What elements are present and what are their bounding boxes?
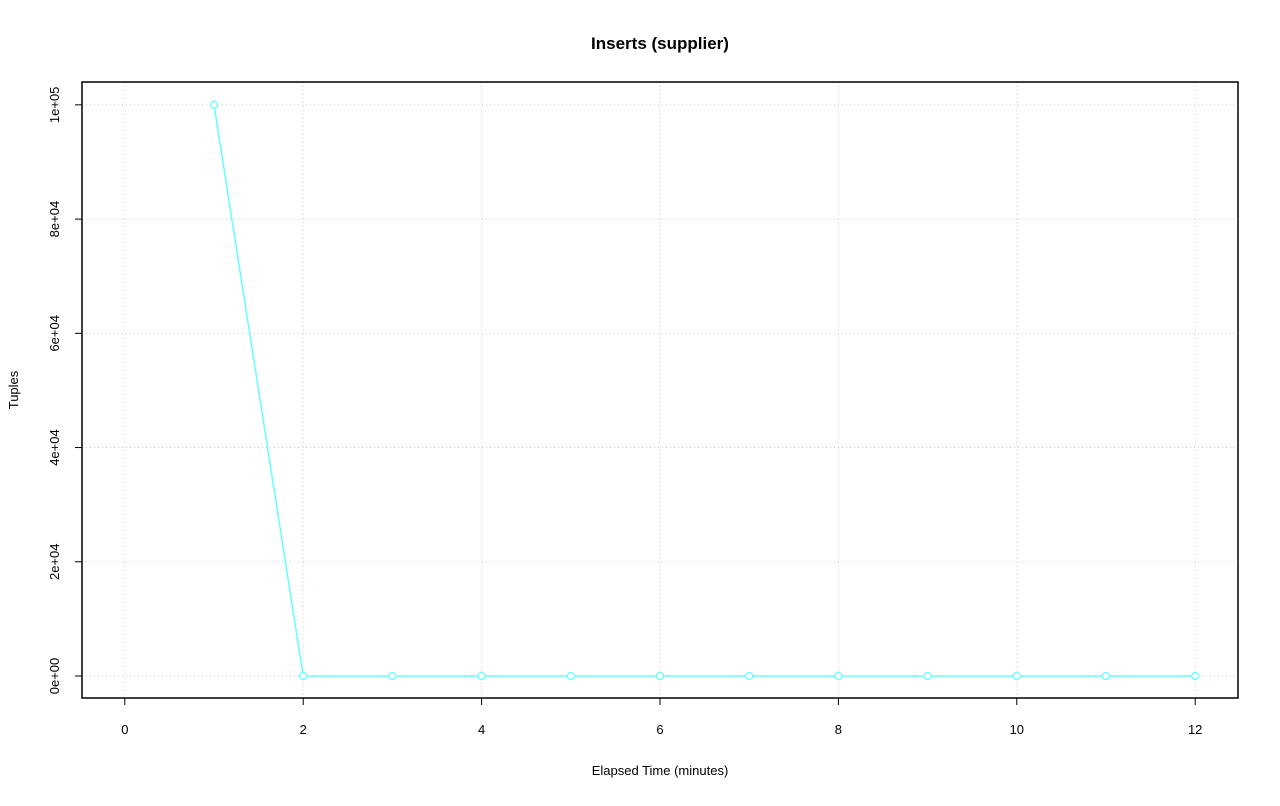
data-point bbox=[388, 671, 397, 681]
x-tick-label: 10 bbox=[1010, 722, 1024, 737]
data-point bbox=[655, 671, 665, 681]
data-point bbox=[923, 671, 932, 681]
y-tick-label: 8e+04 bbox=[47, 201, 62, 238]
y-axis-label: Tuples bbox=[6, 370, 21, 409]
data-point bbox=[566, 671, 575, 681]
y-tick-label: 2e+04 bbox=[47, 544, 62, 581]
x-axis-label: Elapsed Time (minutes) bbox=[592, 763, 729, 778]
x-tick-label: 2 bbox=[300, 722, 307, 737]
y-tick-label: 6e+04 bbox=[47, 315, 62, 352]
plot-frame bbox=[81, 81, 1239, 699]
data-point bbox=[745, 671, 754, 681]
data-point bbox=[209, 100, 219, 109]
data-point bbox=[299, 671, 308, 681]
x-tick-label: 0 bbox=[121, 722, 128, 737]
data-point bbox=[1191, 671, 1200, 681]
x-tick-label: 8 bbox=[835, 722, 842, 737]
x-tick-label: 6 bbox=[656, 722, 663, 737]
data-point bbox=[1012, 671, 1021, 681]
data-point bbox=[477, 671, 486, 681]
series-line bbox=[213, 104, 1196, 677]
y-tick-label: 0e+00 bbox=[47, 658, 62, 695]
data-point bbox=[1101, 671, 1111, 681]
y-tick-label: 1e+05 bbox=[47, 87, 62, 124]
x-tick-label: 4 bbox=[478, 722, 485, 737]
chart-title: Inserts (supplier) bbox=[591, 34, 729, 53]
x-tick-label: 12 bbox=[1188, 722, 1202, 737]
data-point bbox=[834, 671, 843, 681]
y-tick-label: 4e+04 bbox=[47, 429, 62, 466]
